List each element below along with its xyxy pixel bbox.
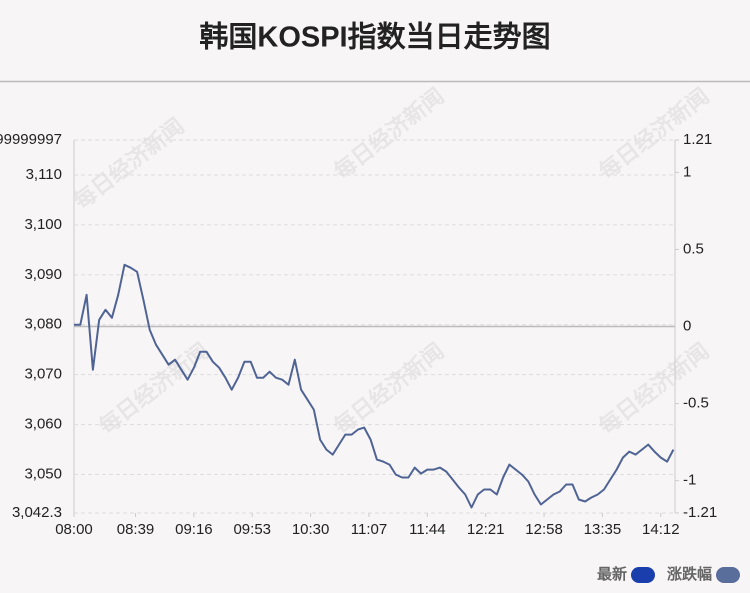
y-tick-label: 3,116.9999999997: [0, 131, 62, 148]
y-tick-label: 3,100: [24, 216, 62, 233]
y2-tick-label: -1.21: [683, 504, 717, 521]
watermark: 每日经济新闻: [594, 338, 713, 439]
x-tick-label: 10:30: [292, 521, 330, 538]
y2-tick-label: 0: [683, 317, 691, 334]
x-tick-label: 14:12: [642, 521, 680, 538]
x-tick-label: 09:16: [175, 521, 213, 538]
watermark: 每日经济新闻: [69, 113, 188, 214]
y-tick-label: 3,060: [24, 416, 62, 433]
y-tick-label: 3,050: [24, 466, 62, 483]
watermark: 每日经济新闻: [329, 83, 448, 184]
y2-tick-label: 1: [683, 163, 691, 180]
series-line: [74, 263, 675, 509]
legend-label: 涨跌幅: [667, 565, 712, 583]
legend-swatch: [716, 567, 740, 583]
x-tick-label: 12:21: [467, 521, 505, 538]
y-tick-label: 3,070: [24, 366, 62, 383]
y-tick-label: 3,110: [26, 166, 62, 183]
watermark: 每日经济新闻: [329, 338, 448, 439]
x-tick-label: 08:00: [55, 521, 93, 538]
x-tick-label: 13:35: [584, 521, 622, 538]
chart-title: 韩国KOSPI指数当日走势图: [199, 21, 550, 54]
x-tick-label: 08:39: [117, 521, 155, 538]
y2-tick-label: -0.5: [683, 395, 709, 412]
legend-swatch: [630, 567, 655, 583]
x-tick-label: 12:58: [525, 521, 563, 538]
x-tick-label: 11:44: [409, 521, 445, 538]
x-tick-label: 09:53: [233, 521, 271, 538]
y-tick-label: 3,080: [24, 316, 62, 333]
y2-tick-label: 1.21: [683, 131, 712, 148]
y2-tick-label: -1: [683, 472, 696, 489]
y2-tick-label: 0.5: [683, 240, 704, 257]
watermark: 每日经济新闻: [94, 338, 213, 439]
y-tick-label: 3,042.3: [12, 504, 62, 521]
y-tick-label: 3,090: [24, 266, 62, 283]
legend-label: 最新: [597, 565, 627, 583]
x-tick-label: 11:07: [351, 521, 387, 538]
